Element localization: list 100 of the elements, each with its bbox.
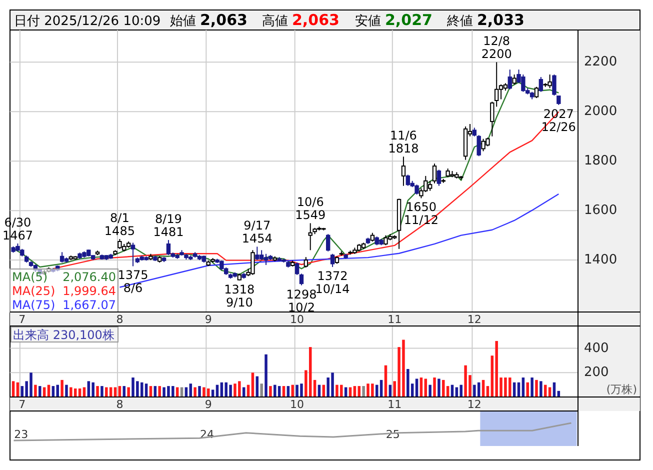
candlestick bbox=[166, 240, 171, 256]
candlestick bbox=[428, 180, 432, 192]
bar bbox=[535, 380, 538, 397]
bar bbox=[158, 386, 161, 397]
chart-title: 日付 2025/12/26 10:09 bbox=[14, 14, 161, 29]
text: 安値 2,027 bbox=[355, 11, 432, 29]
bar bbox=[194, 387, 196, 397]
bar bbox=[56, 384, 59, 397]
x-tick-label: 10 bbox=[290, 398, 304, 411]
annotation: 2,076.40 bbox=[62, 270, 116, 284]
y-tick-label: 200 bbox=[584, 365, 609, 380]
annotation: 1,999.64 bbox=[62, 284, 116, 298]
bar bbox=[198, 386, 201, 397]
bar bbox=[96, 386, 99, 397]
x-tick-label: 11 bbox=[388, 313, 402, 326]
bar bbox=[362, 386, 365, 397]
x-tick-label: 23 bbox=[14, 428, 28, 441]
candlestick bbox=[259, 250, 264, 261]
text: 高値 2,063 bbox=[262, 11, 340, 29]
bar bbox=[100, 386, 104, 397]
annotation: 10/6 1549 bbox=[295, 195, 326, 222]
annotation: 1375 8/6 bbox=[118, 268, 148, 296]
bar bbox=[65, 384, 68, 397]
annotation: 1318 9/10 bbox=[224, 282, 255, 310]
bar bbox=[442, 380, 445, 397]
candlestick bbox=[130, 242, 136, 267]
bar bbox=[92, 382, 94, 397]
x-tick-label: 12 bbox=[467, 398, 482, 411]
annotation: 1372 10/14 bbox=[315, 268, 350, 296]
bar bbox=[473, 384, 476, 397]
bar bbox=[428, 384, 432, 397]
bar bbox=[308, 347, 312, 397]
bar bbox=[38, 386, 42, 397]
bar bbox=[127, 387, 130, 397]
series-label: MA(25) bbox=[12, 284, 56, 298]
y-tick-label: 400 bbox=[584, 340, 609, 356]
bar bbox=[424, 378, 428, 397]
candlestick bbox=[508, 69, 512, 90]
annotation: 8/19 1481 bbox=[153, 212, 184, 240]
bar bbox=[264, 354, 268, 397]
y-tick-label: 1400 bbox=[584, 252, 618, 268]
bar bbox=[34, 384, 37, 397]
y-tick-label: 1600 bbox=[584, 203, 618, 218]
text: 終値 2,033 bbox=[446, 11, 524, 29]
x-tick-label: 7 bbox=[18, 398, 26, 411]
candlestick bbox=[538, 76, 544, 92]
candlestick bbox=[401, 156, 406, 186]
bar bbox=[460, 384, 462, 397]
annotation: 8/1 1485 bbox=[104, 211, 135, 238]
candlestick bbox=[299, 273, 304, 286]
candlestick bbox=[326, 234, 330, 252]
candlestick bbox=[436, 169, 442, 186]
candlestick bbox=[498, 84, 504, 100]
annotation: 9/17 1454 bbox=[242, 218, 272, 246]
x-tick-label: 9 bbox=[204, 398, 212, 411]
x-tick-label: 8 bbox=[116, 398, 124, 411]
bar bbox=[269, 386, 272, 397]
annotation: 12/8 2200 bbox=[481, 34, 512, 62]
annotation: 1298 10/2 bbox=[286, 287, 317, 314]
x-tick-label: 9 bbox=[204, 313, 212, 326]
text: MA(75) bbox=[12, 298, 56, 312]
candlestick bbox=[476, 134, 481, 157]
bar bbox=[438, 378, 440, 397]
bar bbox=[274, 384, 276, 397]
candlestick bbox=[512, 74, 516, 85]
y-axis-title: (万株) bbox=[606, 383, 637, 396]
bar bbox=[540, 381, 542, 397]
bar bbox=[105, 387, 108, 397]
candlestick bbox=[118, 238, 122, 250]
chart-title: 出来高 230,100株 bbox=[13, 328, 114, 342]
candlestick bbox=[548, 74, 552, 89]
bar bbox=[251, 372, 254, 397]
series-label: MA(5) bbox=[12, 270, 48, 284]
x-tick-label: 11 bbox=[388, 398, 402, 411]
candlestick bbox=[264, 253, 268, 266]
bar bbox=[70, 387, 72, 397]
bar bbox=[60, 380, 64, 397]
y-tick-label: 2200 bbox=[584, 54, 618, 70]
candlestick bbox=[534, 86, 539, 99]
x-tick-label: 10 bbox=[290, 313, 304, 326]
x-tick-label: 7 bbox=[18, 313, 26, 326]
x-tick-label: 8 bbox=[116, 313, 124, 326]
candlestick bbox=[294, 262, 300, 276]
y-tick-label: 1800 bbox=[584, 154, 618, 169]
bar bbox=[406, 368, 410, 397]
y-tick-label: 2000 bbox=[584, 104, 618, 120]
candlestick bbox=[552, 74, 556, 96]
candlestick bbox=[255, 246, 260, 261]
candlestick bbox=[304, 256, 308, 268]
candlestick bbox=[406, 174, 410, 186]
x-tick-label: 12 bbox=[467, 313, 482, 326]
candlestick bbox=[330, 253, 335, 268]
annotation: 1,667.07 bbox=[62, 298, 116, 312]
bar bbox=[260, 384, 263, 397]
bar bbox=[530, 378, 534, 397]
text: 始値 2,063 bbox=[170, 11, 248, 29]
candlestick bbox=[60, 252, 64, 264]
bar bbox=[433, 378, 436, 397]
bar bbox=[415, 378, 418, 397]
annotation: 11/6 1818 bbox=[388, 128, 419, 156]
